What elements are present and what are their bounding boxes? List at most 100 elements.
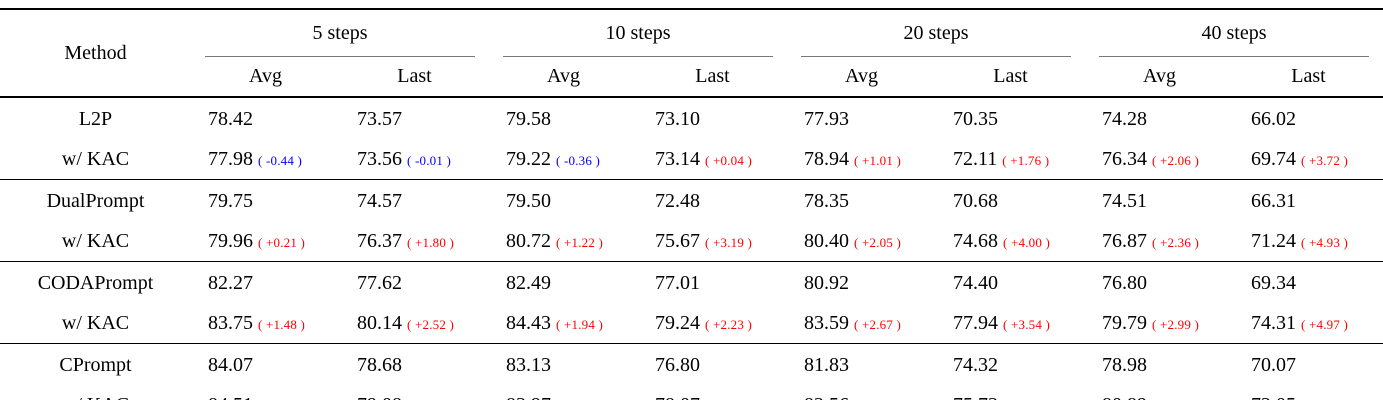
score-cell: 79.96 ( +0.21 ) [191,221,340,262]
score-cell: 82.49 [489,262,638,304]
score-delta: ( +1.27 ) [705,399,752,400]
score-value: 82.27 [208,272,253,294]
score-value: 69.34 [1251,272,1296,294]
score-cell: 82.27 [191,262,340,304]
score-value: 66.31 [1251,190,1296,212]
score-value: 72.05 [1251,394,1296,400]
method-name-cell: DualPrompt [46,190,145,212]
score-cell: 72.48 [638,180,787,222]
score-value: 74.31 [1251,311,1296,334]
score-value: 76.34 [1102,147,1147,170]
score-cell: 75.67 ( +3.19 ) [638,221,787,262]
score-cell: 66.02 [1234,97,1383,139]
score-value: 77.93 [804,108,849,130]
score-value: 80.72 [506,229,551,252]
table-row-dualprompt-kac: w/ KAC 79.96 ( +0.21 ) 76.37 ( +1.80 ) 80.… [0,221,1383,262]
score-value: 84.07 [208,354,253,376]
score-cell: 78.98 [1085,344,1234,386]
subheader-row: Avg Last Avg Last Avg Last Avg Last [0,57,1383,98]
score-value: 70.35 [953,108,998,130]
score-cell: 74.68 ( +4.00 ) [936,221,1085,262]
score-value: 78.07 [655,394,700,400]
score-delta: ( +4.97 ) [1301,316,1349,332]
score-value: 73.57 [357,108,402,130]
score-value: 70.07 [1251,354,1296,376]
score-value: 84.51 [208,394,253,400]
score-cell: 77.93 [787,97,936,139]
score-delta: ( +0.04 ) [705,152,753,168]
score-delta: ( +1.48 ) [258,316,306,332]
score-cell: 72.11( +1.76 ) [936,139,1085,180]
kac-label-cell: w/ KAC [0,221,191,262]
col-header-avg: Avg [191,57,340,98]
score-cell: 78.07 ( +1.27 ) [638,385,787,400]
score-cell: 80.40 ( +2.05 ) [787,221,936,262]
score-value: 73.10 [655,108,700,130]
score-cell: 73.56 ( -0.01 ) [340,139,489,180]
score-cell: 80.89 ( +1.91 ) [1085,385,1234,400]
score-cell: 74.57 [340,180,489,222]
score-delta: ( +0.44 ) [258,399,305,400]
group-header-10-steps: 10 steps [489,8,787,58]
score-cell: 73.57 [340,97,489,139]
score-cell: 79.24 ( +2.23 ) [638,303,787,344]
score-cell: 70.07 [1234,344,1383,386]
group-header-20-steps: 20 steps [787,8,1085,58]
score-cell: 76.87 ( +2.36 ) [1085,221,1234,262]
score-cell: 81.83 [787,344,936,386]
score-cell: 80.14 ( +2.52 ) [340,303,489,344]
table-row-cprompt: CPrompt 84.07 78.68 83.13 76.80 81.83 74… [0,344,1383,386]
score-value: 74.68 [953,229,998,252]
score-cell: 77.94 ( +3.54 ) [936,303,1085,344]
table-row-l2p: L2P 78.42 73.57 79.58 73.10 77.93 70.35 … [0,97,1383,139]
col-header-last: Last [340,57,489,98]
score-value: 80.92 [804,272,849,294]
score-cell: 70.68 [936,180,1085,222]
score-delta: ( +1.94 ) [556,316,604,332]
score-value: 78.98 [1102,354,1147,376]
score-cell: 84.51 ( +0.44 ) [191,385,340,400]
score-delta: ( -0.01 ) [407,152,452,168]
col-header-avg: Avg [787,57,936,98]
score-delta: ( +1.41 ) [1003,399,1050,400]
score-value: 76.80 [655,354,700,376]
score-cell: 74.32 [936,344,1085,386]
score-cell: 83.13 [489,344,638,386]
table-row-dualprompt: DualPrompt 79.75 74.57 79.50 72.48 78.35… [0,180,1383,222]
score-value: 83.13 [506,354,551,376]
score-cell: 75.73 ( +1.41 ) [936,385,1085,400]
score-value: 79.22 [506,147,551,170]
score-cell: 76.80 [638,344,787,386]
table-row-l2p-kac: w/ KAC 77.98 ( -0.44 ) 73.56 ( -0.01 ) 79.… [0,139,1383,180]
method-name-cell: CPrompt [59,354,132,376]
score-delta: ( -0.44 ) [258,152,303,168]
group-header-40-steps: 40 steps [1085,8,1383,58]
score-delta: ( +1.76 ) [1002,152,1050,168]
table-row-cprompt-kac: w/ KAC 84.51 ( +0.44 ) 79.08 ( +0.40 ) 83.… [0,385,1383,400]
score-cell: 84.07 [191,344,340,386]
group-header-5-steps: 5 steps [191,8,489,58]
group-header-row: Method 5 steps 10 steps 20 steps 40 step… [0,8,1383,98]
method-name-cell: CODAPrompt [37,272,154,294]
score-cell: 74.51 [1085,180,1234,222]
score-value: 71.24 [1251,229,1296,252]
kac-label-cell: w/ KAC [0,139,191,180]
score-value: 74.40 [953,272,998,294]
score-cell: 74.28 [1085,97,1234,139]
score-value: 74.28 [1102,108,1147,130]
score-cell: 78.94 ( +1.01 ) [787,139,936,180]
score-value: 72.48 [655,190,700,212]
kac-label-cell: w/ KAC [0,385,191,400]
score-value: 82.56 [804,394,849,400]
kac-label-cell: w/ KAC [0,303,191,344]
method-column-header: Method [0,8,191,98]
score-cell: 84.43 ( +1.94 ) [489,303,638,344]
score-delta: ( +3.72 ) [1301,152,1349,168]
score-value: 79.75 [208,190,253,212]
score-value: 74.57 [357,190,402,212]
score-delta: ( +3.54 ) [1003,316,1051,332]
score-delta: ( +4.93 ) [1301,234,1349,250]
score-cell: 80.72 ( +1.22 ) [489,221,638,262]
score-value: 83.97 [506,394,551,400]
col-header-avg: Avg [489,57,638,98]
